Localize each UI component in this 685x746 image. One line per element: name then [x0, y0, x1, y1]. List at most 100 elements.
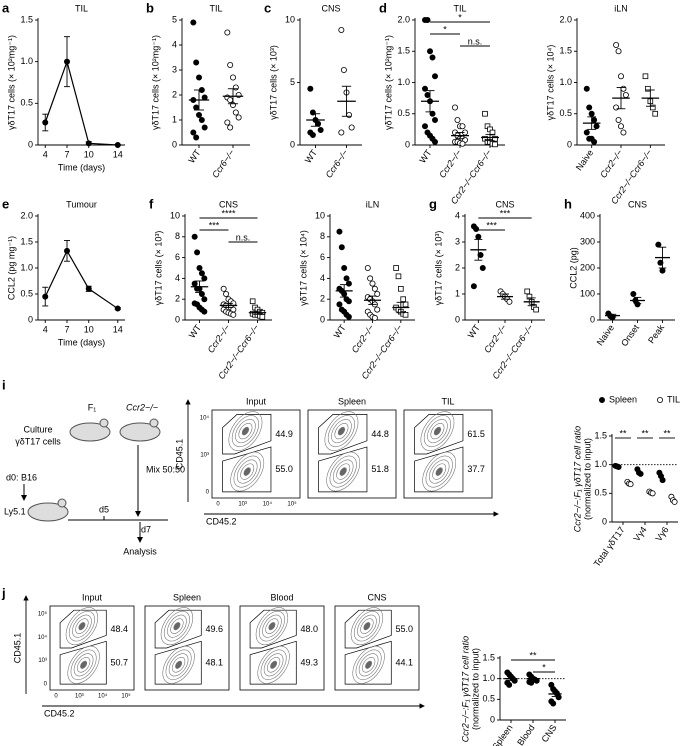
flow-axis-label: CD45.1 [174, 439, 184, 470]
contour [163, 610, 190, 642]
y-tick-label: 0 [455, 314, 460, 324]
x-axis-label: Time (days) [58, 337, 105, 347]
mouse-icon [149, 418, 159, 428]
schematic-text: γδT17 cells [15, 436, 61, 446]
data-point [618, 123, 625, 130]
contour [339, 467, 347, 476]
data-point [340, 67, 347, 74]
data-point [201, 296, 208, 303]
x-tick-label: WT [332, 322, 349, 340]
y-tick-label: 0.5 [482, 694, 495, 704]
flow-tick-label: 10³ [238, 502, 247, 508]
gate [59, 640, 107, 685]
data-point [309, 109, 316, 116]
contour [427, 419, 448, 444]
y-axis-label: γδT17 cells (× 10²mg⁻¹) [6, 35, 16, 130]
y-axis-label: γδT17 cells (× 10²mg⁻¹) [383, 35, 393, 130]
contour [236, 459, 258, 484]
y-tick-label: 100 [580, 288, 595, 298]
data-point [591, 117, 598, 124]
y-tick-label: 8 [175, 231, 180, 241]
flow-tick-label: 10³ [38, 658, 47, 664]
y-axis-label: CCL2 (pg) [568, 247, 578, 289]
gate-percentage: 55.0 [275, 464, 293, 474]
contour [332, 459, 354, 484]
significance-label: ** [641, 428, 649, 438]
significance-label: * [443, 24, 447, 34]
gate [344, 609, 392, 649]
data-point [229, 74, 236, 81]
x-tick-label: Vγ4 [631, 525, 648, 543]
significance-label: **** [221, 208, 236, 218]
mouse-icon [119, 422, 161, 442]
panel-label: h [564, 196, 572, 211]
data-point [454, 117, 461, 124]
x-tick-label: Blood [515, 723, 536, 746]
data-point [506, 681, 513, 688]
y-tick-label: 5 [172, 14, 177, 24]
data-point [374, 290, 381, 297]
gate-percentage: 55.0 [395, 624, 413, 634]
contour [72, 614, 92, 638]
x-tick-label: WT [466, 322, 483, 340]
y-tick-label: 6 [320, 252, 325, 262]
contour [243, 467, 251, 476]
data-point [506, 298, 513, 305]
y-tick-label: 1.5 [594, 430, 607, 440]
data-point [424, 16, 431, 23]
y-axis-label: Ccr2−/−:F₁ γδT17 cell ratio [572, 426, 582, 532]
contour [268, 622, 276, 631]
panel-label: b [146, 0, 154, 15]
data-point [338, 26, 345, 33]
data-point [371, 285, 378, 292]
data-point [201, 308, 208, 315]
data-point [424, 92, 431, 99]
data-point [479, 264, 486, 271]
data-point [191, 280, 198, 287]
data-point [550, 700, 557, 707]
data-point [336, 301, 343, 308]
y-tick-label: 0.5 [559, 108, 572, 118]
data-point [249, 298, 256, 305]
mouse-icon [27, 502, 69, 522]
data-point [620, 129, 627, 136]
panel-label: a [2, 0, 10, 15]
data-point [421, 85, 428, 92]
data-point [429, 54, 436, 61]
gate-percentage: 51.8 [371, 464, 389, 474]
x-tick-label: Naive [595, 323, 616, 348]
data-point [232, 84, 239, 91]
flow-tick-label: 10³ [200, 453, 209, 459]
y-tick-label: 10 [170, 210, 180, 220]
data-point [613, 104, 620, 111]
x-tick-label: Ccr2−/− [482, 323, 509, 355]
y-axis-label: γδT17 cells (× 10²mg⁻¹) [150, 35, 160, 130]
x-tick-label: 14 [113, 324, 123, 334]
x-tick-label: 10 [84, 324, 94, 334]
data-point [114, 141, 121, 148]
contour [266, 657, 281, 673]
data-point [317, 127, 324, 134]
contour [165, 649, 192, 681]
y-axis-label: γδT17 cells (× 10³) [433, 231, 443, 306]
data-point [528, 679, 535, 686]
data-point [489, 129, 496, 136]
panel-label: f [149, 196, 154, 211]
contour [331, 419, 352, 444]
data-point [198, 270, 205, 277]
schematic-text: Mix 50:50 [146, 464, 185, 474]
y-tick-label: 2 [172, 89, 177, 99]
x-tick-label: Vγ6 [653, 525, 670, 543]
panel-label: g [429, 196, 437, 211]
contour [171, 657, 186, 673]
schematic-text: d5 [99, 504, 109, 514]
data-point [345, 280, 352, 287]
data-point [586, 104, 593, 111]
contour [231, 415, 260, 448]
data-point [193, 104, 200, 111]
y-tick-label: 1.0 [482, 673, 495, 683]
contour [430, 423, 445, 440]
y-tick-label: 2.0 [559, 14, 572, 24]
contour [425, 455, 453, 488]
